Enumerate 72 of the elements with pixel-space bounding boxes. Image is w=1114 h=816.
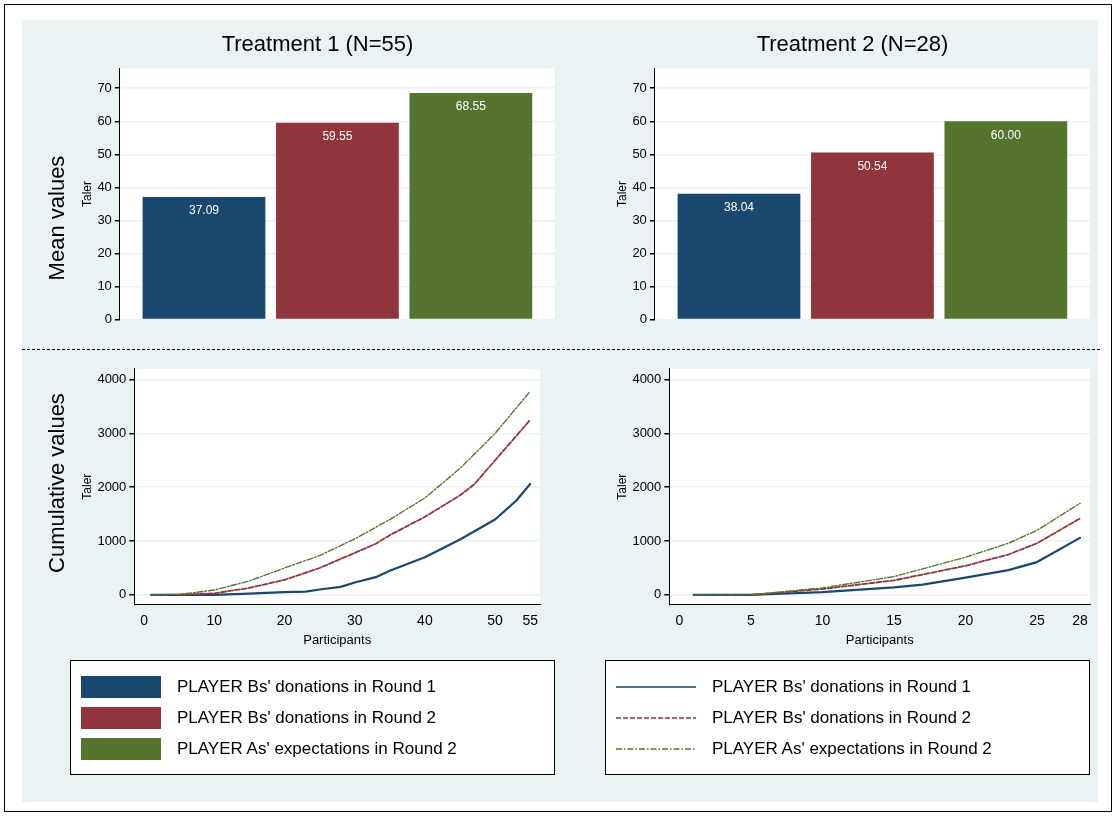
legend-label: PLAYER As' expectations in Round 2 — [712, 738, 992, 759]
x-axis-title: Participants — [303, 631, 372, 647]
x-axis-title: Participants — [845, 631, 915, 647]
text: Cumulative values — [43, 393, 70, 573]
bar — [944, 121, 1068, 319]
x-tick-label: 25 — [1029, 611, 1046, 628]
y-tick-label: 70 — [97, 79, 112, 95]
x-tick-label: 20 — [276, 611, 293, 628]
x-tick-label: 15 — [886, 611, 902, 628]
y-tick-label: 1000 — [632, 532, 662, 548]
y-tick-label: 60 — [97, 112, 112, 128]
y-tick-label: 40 — [632, 178, 647, 194]
data-label: 37.09 — [188, 203, 220, 218]
y-tick-label: 2000 — [97, 478, 127, 494]
bar — [409, 93, 533, 319]
x-tick-label: 5 — [746, 611, 755, 628]
y-tick-label: 2000 — [632, 478, 662, 494]
legend-label: PLAYER Bs' donations in Round 1 — [177, 676, 437, 697]
data-label: 68.55 — [455, 99, 487, 114]
y-tick-label: 4000 — [632, 371, 662, 387]
y-axis-title: Taler — [79, 473, 94, 500]
y-tick-label: 0 — [639, 311, 647, 327]
x-tick-label: 0 — [675, 611, 684, 628]
y-tick-label: 4000 — [97, 371, 127, 387]
y-tick-label: 20 — [632, 245, 647, 261]
chart-title: Treatment 1 (N=55) — [221, 31, 414, 57]
x-tick-label: 55 — [522, 611, 539, 628]
y-tick-label: 30 — [97, 212, 112, 228]
line-series — [749, 517, 1081, 596]
legend-label: PLAYER Bs' donations in Round 2 — [712, 707, 972, 728]
legend-label: PLAYER Bs' donations in Round 1 — [712, 676, 972, 697]
line-series — [178, 419, 532, 596]
y-tick-label: 3000 — [97, 424, 127, 440]
x-tick-label: 0 — [140, 611, 149, 628]
bar — [142, 197, 266, 319]
y-tick-label: 40 — [97, 178, 112, 194]
x-tick-label: 28 — [1072, 611, 1088, 628]
y-tick-label: 1000 — [97, 532, 127, 548]
x-tick-label: 40 — [417, 611, 433, 628]
y-axis-title: Taler — [79, 180, 94, 208]
legend-label: PLAYER As' expectations in Round 2 — [177, 738, 457, 759]
legend-label: PLAYER Bs' donations in Round 2 — [177, 707, 437, 728]
y-axis-title: Taler — [614, 473, 629, 500]
text: Mean values — [43, 155, 70, 281]
y-tick-label: 60 — [632, 112, 647, 128]
y-tick-label: 10 — [97, 278, 112, 294]
data-label: 38.04 — [723, 200, 755, 215]
x-tick-label: 10 — [206, 611, 223, 628]
bar — [677, 193, 801, 319]
x-tick-label: 50 — [487, 611, 504, 628]
y-tick-label: 30 — [632, 212, 647, 228]
bar — [276, 122, 399, 319]
y-tick-label: 3000 — [632, 424, 662, 440]
y-tick-label: 20 — [97, 245, 112, 261]
line-series — [150, 390, 531, 596]
chart-title: Treatment 2 (N=28) — [756, 31, 949, 57]
y-tick-label: 0 — [654, 586, 662, 602]
y-tick-label: 10 — [632, 278, 647, 294]
y-tick-label: 50 — [632, 145, 647, 161]
y-tick-label: 0 — [104, 311, 112, 327]
x-tick-label: 10 — [814, 611, 831, 628]
y-tick-label: 70 — [632, 79, 647, 95]
line-series — [692, 502, 1081, 596]
y-axis-title: Taler — [614, 180, 629, 208]
x-tick-label: 30 — [346, 611, 363, 628]
bar — [811, 152, 934, 319]
y-tick-label: 50 — [97, 145, 112, 161]
data-label: 59.55 — [322, 129, 353, 144]
data-label: 50.54 — [857, 158, 888, 173]
data-label: 60.00 — [990, 127, 1022, 142]
y-tick-label: 0 — [119, 586, 127, 602]
x-tick-label: 20 — [957, 611, 974, 628]
